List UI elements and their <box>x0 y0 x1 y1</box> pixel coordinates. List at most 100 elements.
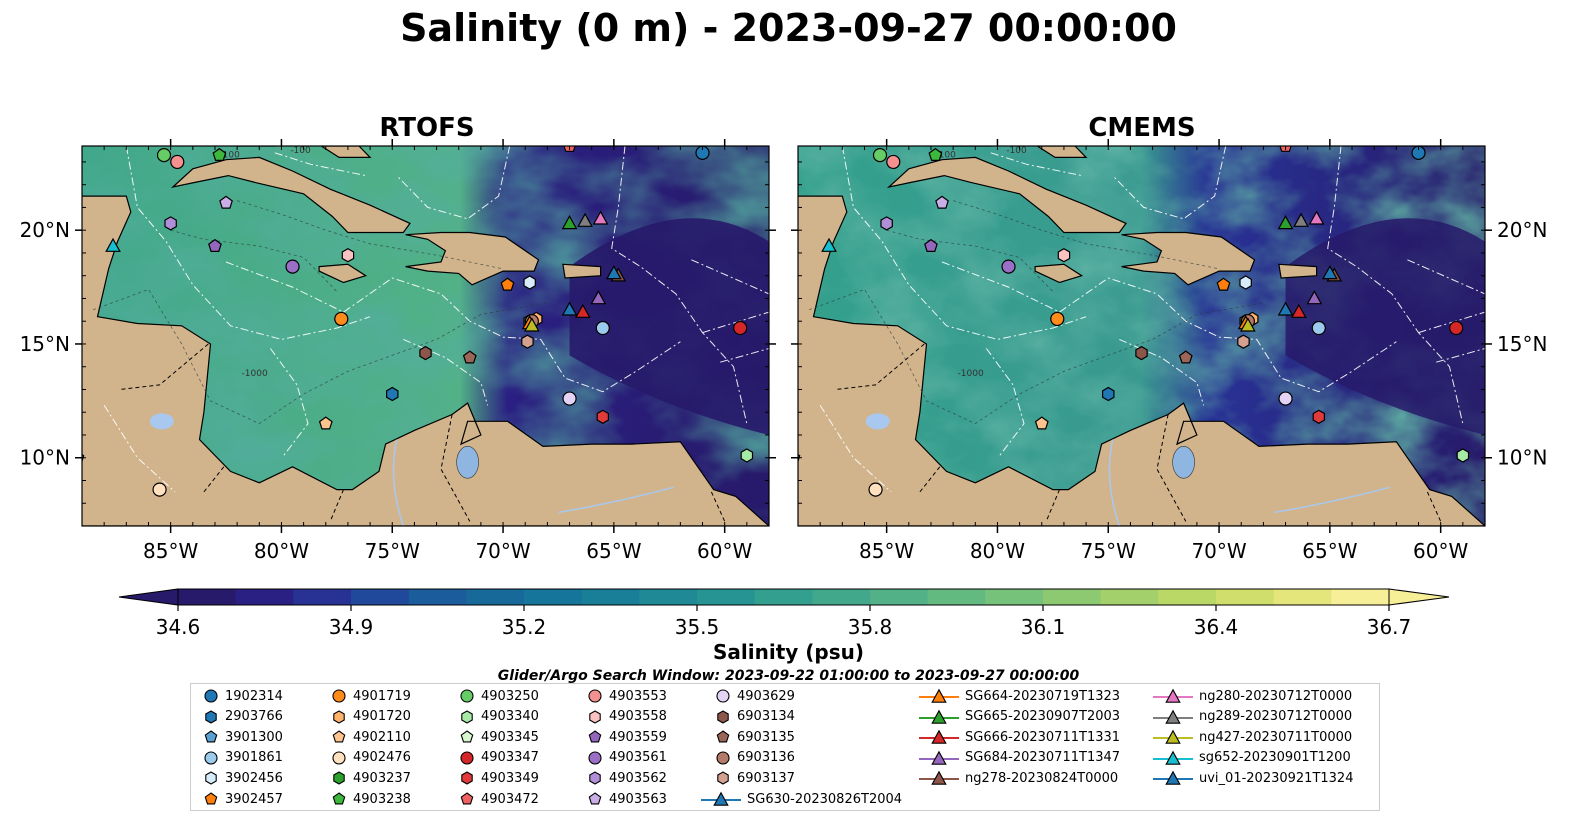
colorbar-extend-low <box>118 588 179 606</box>
legend-item: 1902314 <box>203 686 283 706</box>
colorbar-segment <box>1216 589 1275 605</box>
colorbar: 34.6 34.9 35.2 35.5 35.8 36.1 36.4 36.7 <box>118 588 1450 639</box>
legend-item: 6903134 <box>715 707 795 727</box>
lat-tick-label: 10°N <box>1497 446 1547 470</box>
legend-item: SG665-20230907T2003 <box>919 707 1120 727</box>
lon-tick-label: 70°W <box>1191 539 1246 563</box>
platform-marker-ng280-20230712T0000 <box>592 210 609 225</box>
land-mass <box>562 263 602 279</box>
national-border <box>1426 491 1442 522</box>
platform-marker-6903135 <box>1178 350 1193 364</box>
colorbar-tick-label: 34.9 <box>329 615 374 639</box>
legend-marker-circle <box>716 689 730 703</box>
colorbar-tick-label: 34.6 <box>156 615 201 639</box>
legend-marker-triangle-line <box>1153 709 1193 724</box>
lake-nicaragua <box>149 413 174 430</box>
eez-boundary <box>1112 146 1227 220</box>
river <box>1108 439 1121 526</box>
legend-marker-hexagon <box>461 709 473 724</box>
legend-marker-circle <box>204 751 218 765</box>
legend-label: 4901719 <box>353 688 411 704</box>
colorbar-segment <box>178 589 237 605</box>
legend-item: ng280-20230712T0000 <box>1153 686 1352 706</box>
legend-label: uvi_01-20230921T1324 <box>1199 770 1354 786</box>
platform-marker-4903558 <box>1057 248 1071 263</box>
platform-marker-3902456 <box>1239 275 1252 290</box>
legend-marker-hexagon <box>589 709 601 724</box>
platform-marker-SG684-20230711T1347 <box>590 290 607 305</box>
legend-item: sg652-20230901T1200 <box>1153 748 1351 768</box>
legend-label: ng289-20230712T0000 <box>1199 709 1353 725</box>
contour-label: -100 <box>290 146 311 156</box>
legend-label: SG666-20230711T1331 <box>965 729 1121 745</box>
platform-marker-sg652-20230901T1200 <box>821 237 837 252</box>
eez-boundary <box>990 152 1082 177</box>
map-frame <box>797 145 1486 527</box>
legend-label: 4903237 <box>353 770 411 786</box>
panel-title-cmems: CMEMS <box>1088 113 1196 143</box>
lat-tick-label: 10°N <box>20 446 70 470</box>
legend-marker-triangle-line <box>701 791 741 806</box>
platform-marker-ng289-20230712T0000 <box>1293 212 1309 227</box>
legend-item: uvi_01-20230921T1324 <box>1153 768 1353 788</box>
eez-boundary <box>1327 146 1464 424</box>
bathymetry-contour <box>952 200 1220 270</box>
colorbar-segment <box>1100 589 1159 605</box>
legend-label: 4903340 <box>481 709 539 725</box>
platform-marker-4903553 <box>886 154 901 170</box>
platform-marker-4903340 <box>1456 448 1470 463</box>
land-mass <box>82 195 769 526</box>
legend-item: ng278-20230824T0000 <box>919 768 1118 788</box>
legend-marker-hexagon <box>205 771 217 786</box>
map-frame <box>81 145 770 527</box>
contour-label: -1000 <box>958 369 984 379</box>
legend-label: SG665-20230907T2003 <box>965 709 1121 725</box>
legend-label: 4903349 <box>481 770 539 786</box>
contour-label: -1000 <box>242 369 268 379</box>
legend-item: 2903766 <box>203 707 283 727</box>
platform-marker-4902110 <box>318 416 333 430</box>
legend-label: sg652-20230901T1200 <box>1199 750 1351 766</box>
legend-label: ng278-20230824T0000 <box>965 770 1119 786</box>
platform-marker-4903345 <box>781 140 793 152</box>
river <box>558 486 674 514</box>
platform-marker-4903561 <box>285 259 300 274</box>
colorbar-tick-label: 35.2 <box>502 615 547 639</box>
lon-tick-label: 65°W <box>1302 539 1357 563</box>
platform-marker-4903559 <box>924 238 938 252</box>
legend-label: 4903238 <box>353 791 411 807</box>
platform-marker-4903250 <box>156 148 172 163</box>
legend-label: SG630-20230826T2004 <box>747 791 903 807</box>
eez-boundary <box>611 146 748 424</box>
platform-marker-ng427-20230711T0000 <box>1239 317 1256 332</box>
colorbar-segment <box>524 589 583 605</box>
legend-item: 6903137 <box>715 768 795 788</box>
legend-label: 6903135 <box>737 729 795 745</box>
legend-item: 4903349 <box>459 768 539 788</box>
legend-marker-triangle-line <box>919 729 959 744</box>
platform-marker-4903238 <box>212 147 227 161</box>
legend-item: 4903250 <box>459 686 539 706</box>
platform-marker-uvi_01-20230921T1324 <box>605 265 622 280</box>
legend-marker-hexagon <box>205 709 217 724</box>
legend-item: 4903347 <box>459 748 539 768</box>
eez-boundary <box>941 261 1397 393</box>
colorbar-segment <box>581 589 640 605</box>
platform-marker-6903134 <box>1135 345 1148 361</box>
legend-item: 4903563 <box>587 789 667 809</box>
lon-tick-label: 75°W <box>365 539 420 563</box>
national-border <box>919 466 941 493</box>
legend-item: 4903472 <box>459 789 539 809</box>
platform-marker-4902110 <box>1034 416 1049 430</box>
platform-marker-3902457 <box>1216 277 1231 291</box>
colorbar-segment <box>1273 589 1332 605</box>
legend-marker-circle <box>332 751 346 765</box>
legend-label: 2903766 <box>225 709 283 725</box>
legend-label: 4903347 <box>481 750 539 766</box>
colorbar-segment <box>1158 589 1217 605</box>
legend-marker-circle <box>588 751 602 765</box>
lon-tick-label: 70°W <box>475 539 530 563</box>
bathymetry-contour <box>170 229 338 292</box>
map-field: -100 -100 -1000 <box>781 140 1485 526</box>
platform-marker-SG666-20230711T1331 <box>574 303 591 318</box>
